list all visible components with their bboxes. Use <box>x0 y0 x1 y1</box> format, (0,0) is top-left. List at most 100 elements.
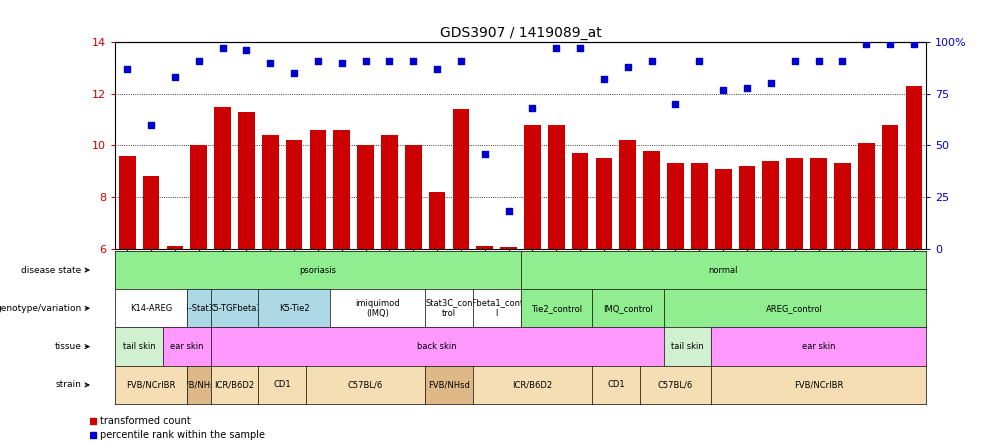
Point <box>119 65 135 72</box>
Text: K5-TGFbeta1: K5-TGFbeta1 <box>207 304 262 313</box>
Bar <box>166 246 183 249</box>
Bar <box>476 246 493 249</box>
Point <box>619 63 635 71</box>
Bar <box>214 107 230 249</box>
Bar <box>571 153 588 249</box>
Text: tail skin: tail skin <box>122 342 155 351</box>
Point <box>166 74 182 81</box>
Bar <box>786 159 803 249</box>
Point <box>143 121 159 128</box>
Point <box>858 41 874 48</box>
Text: FVB/NCrIBR: FVB/NCrIBR <box>793 381 843 389</box>
Point <box>905 41 921 48</box>
Text: normal: normal <box>707 266 737 274</box>
Text: FVB/NHsd: FVB/NHsd <box>428 381 470 389</box>
Bar <box>547 125 564 249</box>
Bar <box>237 112 255 249</box>
Text: imiquimod
(IMQ): imiquimod (IMQ) <box>355 299 400 318</box>
Point <box>190 57 206 64</box>
Text: strain: strain <box>56 381 81 389</box>
Text: ICR/B6D2: ICR/B6D2 <box>512 381 552 389</box>
Point <box>238 47 255 54</box>
Point <box>643 57 659 64</box>
Bar <box>595 159 611 249</box>
Bar <box>714 169 730 249</box>
Text: TGFbeta1_control
l: TGFbeta1_control l <box>459 299 533 318</box>
Point <box>810 57 826 64</box>
Point <box>690 57 706 64</box>
Bar <box>286 140 303 249</box>
Bar <box>642 151 659 249</box>
Text: back skin: back skin <box>417 342 457 351</box>
Text: genotype/variation: genotype/variation <box>0 304 81 313</box>
Bar <box>524 125 540 249</box>
Bar <box>119 156 135 249</box>
Bar <box>262 135 279 249</box>
Bar <box>881 125 898 249</box>
Point <box>405 57 421 64</box>
Point <box>714 86 730 93</box>
Bar <box>357 146 374 249</box>
Bar <box>190 146 206 249</box>
Text: tissue: tissue <box>55 342 81 351</box>
Bar <box>690 163 707 249</box>
Text: Tie2_control: Tie2_control <box>530 304 581 313</box>
Bar <box>429 192 445 249</box>
Bar <box>666 163 683 249</box>
Bar <box>142 176 159 249</box>
Text: AREG_control: AREG_control <box>766 304 823 313</box>
Text: K14-AREG: K14-AREG <box>130 304 172 313</box>
Point <box>262 59 278 67</box>
Point <box>738 84 755 91</box>
Bar <box>500 247 516 249</box>
Bar <box>857 143 874 249</box>
Text: ear skin: ear skin <box>170 342 203 351</box>
Text: CD1: CD1 <box>606 381 624 389</box>
Text: CD1: CD1 <box>274 381 291 389</box>
Point <box>358 57 374 64</box>
Bar <box>619 140 635 249</box>
Text: disease state: disease state <box>21 266 81 274</box>
Point <box>786 57 802 64</box>
Bar <box>405 146 421 249</box>
Text: psoriasis: psoriasis <box>300 266 336 274</box>
Text: K5-Tie2: K5-Tie2 <box>279 304 310 313</box>
Point <box>453 57 469 64</box>
Bar <box>452 109 469 249</box>
Text: Stat3C_con
trol: Stat3C_con trol <box>425 299 472 318</box>
Point <box>286 70 302 77</box>
Point <box>834 57 850 64</box>
Bar <box>737 166 755 249</box>
Point <box>334 59 350 67</box>
Text: IMQ_control: IMQ_control <box>602 304 652 313</box>
Bar <box>333 130 350 249</box>
Text: FVB/NHsd: FVB/NHsd <box>177 381 219 389</box>
Bar <box>905 86 921 249</box>
Text: FVB/NCrIBR: FVB/NCrIBR <box>126 381 175 389</box>
Point <box>429 65 445 72</box>
Point <box>476 150 492 157</box>
Point <box>548 45 564 52</box>
Text: C57BL/6: C57BL/6 <box>348 381 383 389</box>
Text: ear skin: ear skin <box>801 342 835 351</box>
Text: percentile rank within the sample: percentile rank within the sample <box>100 430 265 440</box>
Point <box>524 105 540 112</box>
Bar <box>810 159 826 249</box>
Bar <box>310 130 326 249</box>
Point <box>500 208 516 215</box>
Point <box>666 101 682 108</box>
Text: tail skin: tail skin <box>670 342 703 351</box>
Bar <box>834 163 850 249</box>
Bar <box>762 161 779 249</box>
Text: transformed count: transformed count <box>100 416 190 426</box>
Text: C57BL/6: C57BL/6 <box>657 381 692 389</box>
Point <box>571 45 587 52</box>
Bar <box>381 135 398 249</box>
Point <box>381 57 397 64</box>
Title: GDS3907 / 1419089_at: GDS3907 / 1419089_at <box>439 26 601 40</box>
Point <box>763 80 779 87</box>
Point <box>310 57 326 64</box>
Point <box>595 76 611 83</box>
Text: ICR/B6D2: ICR/B6D2 <box>214 381 255 389</box>
Point <box>214 45 230 52</box>
